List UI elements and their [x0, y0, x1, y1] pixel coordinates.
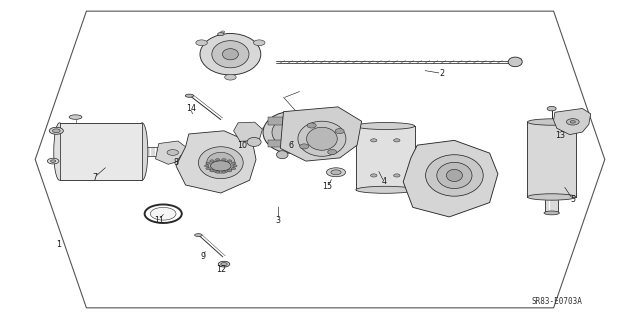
Ellipse shape — [200, 33, 261, 75]
Ellipse shape — [527, 119, 576, 125]
Ellipse shape — [196, 40, 207, 46]
Ellipse shape — [544, 211, 559, 215]
Ellipse shape — [436, 162, 472, 189]
Ellipse shape — [136, 123, 148, 180]
Polygon shape — [268, 117, 284, 125]
Text: 9: 9 — [201, 252, 206, 261]
Ellipse shape — [221, 31, 225, 33]
Ellipse shape — [186, 94, 194, 97]
Bar — [356, 126, 415, 190]
Text: 11: 11 — [154, 216, 164, 225]
Polygon shape — [403, 140, 498, 217]
Ellipse shape — [570, 121, 575, 123]
Ellipse shape — [227, 160, 232, 162]
Ellipse shape — [331, 170, 341, 175]
Text: 10: 10 — [237, 141, 247, 150]
Ellipse shape — [276, 151, 288, 159]
Text: 14: 14 — [186, 104, 196, 113]
Ellipse shape — [210, 170, 214, 172]
Ellipse shape — [566, 119, 579, 125]
Ellipse shape — [326, 168, 346, 177]
Bar — [527, 122, 576, 197]
Polygon shape — [299, 140, 314, 147]
Text: 3: 3 — [276, 216, 281, 225]
Text: 7: 7 — [92, 173, 97, 182]
Ellipse shape — [52, 129, 60, 133]
Ellipse shape — [547, 107, 556, 111]
Ellipse shape — [167, 150, 179, 155]
Ellipse shape — [227, 170, 232, 172]
Ellipse shape — [216, 171, 220, 173]
Bar — [60, 123, 142, 180]
Ellipse shape — [307, 127, 337, 150]
Ellipse shape — [356, 122, 415, 130]
Ellipse shape — [221, 263, 227, 266]
Text: 6: 6 — [289, 141, 294, 150]
Text: SR83-E0703A: SR83-E0703A — [531, 297, 582, 306]
Ellipse shape — [300, 144, 308, 149]
Ellipse shape — [218, 33, 224, 36]
Ellipse shape — [335, 129, 344, 134]
Ellipse shape — [221, 171, 226, 173]
Ellipse shape — [253, 40, 265, 46]
Text: 4: 4 — [381, 177, 387, 186]
Ellipse shape — [47, 158, 59, 164]
Ellipse shape — [223, 49, 238, 60]
Ellipse shape — [195, 234, 202, 237]
Polygon shape — [268, 140, 284, 147]
Ellipse shape — [527, 194, 576, 200]
Ellipse shape — [225, 74, 236, 80]
Ellipse shape — [205, 165, 209, 167]
Ellipse shape — [263, 112, 319, 153]
Ellipse shape — [69, 115, 82, 119]
Ellipse shape — [298, 121, 346, 156]
Ellipse shape — [54, 123, 65, 180]
Ellipse shape — [371, 174, 377, 177]
Ellipse shape — [247, 137, 261, 146]
Ellipse shape — [307, 123, 316, 128]
Text: 13: 13 — [555, 131, 565, 140]
Text: 15: 15 — [323, 182, 333, 191]
Ellipse shape — [210, 160, 214, 162]
Text: 2: 2 — [439, 69, 444, 78]
Text: 5: 5 — [570, 195, 575, 204]
Ellipse shape — [394, 139, 400, 142]
Ellipse shape — [198, 147, 243, 179]
Ellipse shape — [356, 186, 415, 193]
Ellipse shape — [212, 41, 249, 68]
Ellipse shape — [508, 57, 522, 67]
Polygon shape — [156, 141, 188, 164]
Ellipse shape — [328, 150, 337, 155]
Ellipse shape — [272, 118, 310, 147]
Polygon shape — [234, 122, 262, 141]
Text: 8: 8 — [173, 158, 179, 167]
Ellipse shape — [218, 261, 230, 267]
Polygon shape — [176, 131, 256, 193]
Polygon shape — [299, 117, 314, 125]
Ellipse shape — [233, 165, 237, 167]
Ellipse shape — [426, 155, 483, 196]
Ellipse shape — [51, 160, 56, 162]
Ellipse shape — [394, 174, 400, 177]
Ellipse shape — [150, 207, 176, 220]
Polygon shape — [554, 108, 591, 135]
Polygon shape — [280, 107, 362, 161]
Ellipse shape — [207, 152, 235, 173]
Text: 12: 12 — [216, 265, 226, 274]
Ellipse shape — [231, 167, 236, 170]
Ellipse shape — [447, 169, 463, 182]
Ellipse shape — [49, 127, 63, 134]
Ellipse shape — [206, 162, 211, 164]
Ellipse shape — [221, 159, 226, 161]
Ellipse shape — [216, 159, 220, 161]
Ellipse shape — [231, 162, 236, 164]
Ellipse shape — [371, 139, 377, 142]
Text: 1: 1 — [56, 240, 61, 249]
Ellipse shape — [211, 161, 231, 171]
Ellipse shape — [206, 167, 211, 170]
